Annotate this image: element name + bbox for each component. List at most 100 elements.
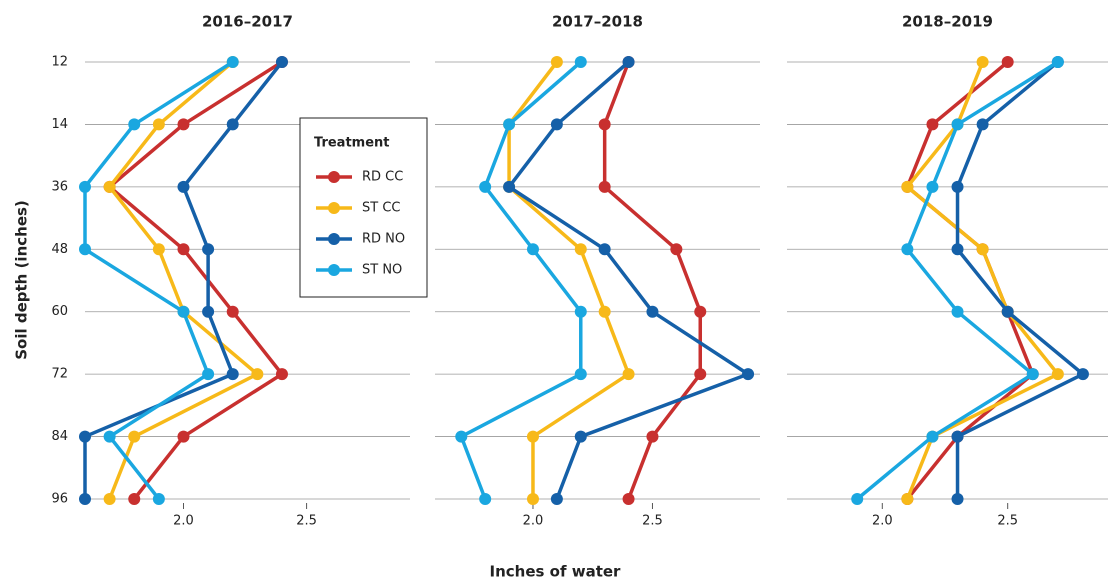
x-tick-label: 2.5 — [997, 514, 1018, 529]
series-line — [107, 60, 260, 500]
y-tick-label: 48 — [51, 242, 68, 257]
series-line — [602, 61, 703, 500]
legend-label: ST CC — [362, 201, 400, 216]
point — [951, 243, 964, 256]
point — [851, 493, 864, 505]
point — [503, 118, 516, 131]
legend-title: Treatment — [314, 136, 390, 151]
y-tick-label: 72 — [51, 367, 68, 382]
y-tick-label: 36 — [51, 179, 68, 194]
point — [128, 430, 141, 443]
point — [598, 243, 611, 256]
x-tick-label: 2.5 — [642, 514, 663, 529]
point — [79, 493, 91, 505]
y-tick-label: 84 — [51, 429, 68, 444]
point — [598, 118, 611, 131]
point — [1001, 56, 1014, 68]
legend-label: RD NO — [362, 232, 405, 247]
panel-title: 2017–2018 — [552, 13, 643, 31]
point — [177, 243, 190, 256]
series-line — [83, 60, 284, 499]
point — [226, 305, 239, 318]
point — [901, 243, 914, 256]
point — [951, 430, 964, 443]
point — [622, 493, 635, 505]
point — [103, 493, 116, 505]
point — [177, 118, 190, 131]
point — [226, 56, 239, 68]
point — [574, 368, 587, 381]
x-axis-label: Inches of water — [490, 563, 622, 581]
point — [526, 430, 539, 443]
series-line — [905, 60, 1035, 501]
point — [1001, 305, 1014, 318]
point — [622, 56, 635, 68]
series-line — [856, 60, 1059, 501]
legend-label: RD CC — [362, 170, 403, 185]
point — [550, 56, 563, 68]
point — [152, 243, 165, 256]
y-tick-label: 14 — [51, 117, 68, 132]
y-axis-label: Soil depth (inches) — [13, 200, 31, 360]
point — [1051, 56, 1064, 68]
series-line — [955, 60, 1085, 499]
y-tick-label: 96 — [51, 492, 68, 507]
point — [574, 243, 587, 256]
point — [202, 305, 215, 318]
point — [951, 305, 964, 318]
point — [1026, 368, 1039, 381]
point — [976, 243, 989, 256]
point — [646, 430, 659, 443]
series-line — [459, 60, 583, 500]
legend-marker — [328, 202, 340, 214]
point — [152, 118, 165, 131]
legend-label: ST NO — [362, 263, 402, 278]
point — [574, 56, 587, 68]
panel-title: 2018–2019 — [902, 13, 993, 31]
point — [694, 368, 707, 381]
point — [951, 118, 964, 131]
point — [455, 430, 468, 443]
x-tick-label: 2.0 — [872, 514, 893, 529]
point — [479, 493, 492, 505]
point — [901, 493, 914, 505]
point — [598, 305, 611, 318]
point — [526, 493, 539, 505]
point — [1051, 368, 1064, 381]
point — [103, 430, 116, 443]
point — [926, 430, 939, 443]
point — [128, 493, 141, 505]
point — [479, 180, 492, 193]
legend-marker — [328, 233, 340, 245]
point — [951, 493, 964, 505]
point — [152, 493, 165, 505]
point — [926, 118, 939, 131]
x-tick-label: 2.0 — [523, 514, 544, 529]
series-line — [83, 60, 234, 501]
point — [742, 368, 755, 381]
point — [1076, 368, 1089, 381]
point — [177, 305, 190, 318]
point — [526, 243, 539, 256]
point — [103, 180, 116, 193]
point — [251, 368, 264, 381]
point — [79, 243, 91, 256]
point — [694, 305, 707, 318]
series-line — [507, 60, 631, 499]
point — [177, 430, 190, 443]
point — [226, 118, 239, 131]
point — [646, 305, 659, 318]
point — [226, 368, 239, 381]
point — [79, 430, 91, 443]
legend-marker — [328, 171, 340, 183]
x-tick-label: 2.0 — [173, 514, 194, 529]
point — [574, 430, 587, 443]
point — [550, 118, 563, 131]
point — [574, 305, 587, 318]
point — [951, 180, 964, 193]
legend-marker — [328, 264, 340, 276]
point — [976, 118, 989, 131]
point — [670, 243, 683, 256]
panel-title: 2016–2017 — [202, 13, 293, 31]
